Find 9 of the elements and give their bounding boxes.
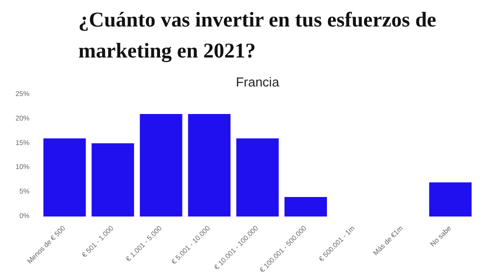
bar [188,114,230,216]
bar [140,114,182,216]
chart-title: ¿Cuánto vas invertir en tus esfuerzos de marketing en 2021? [78,7,436,62]
bar [236,138,279,216]
bar [429,182,472,216]
bar [43,138,86,216]
bar [284,196,327,216]
chart-subtitle: Francia [236,74,280,90]
bar [92,143,134,216]
